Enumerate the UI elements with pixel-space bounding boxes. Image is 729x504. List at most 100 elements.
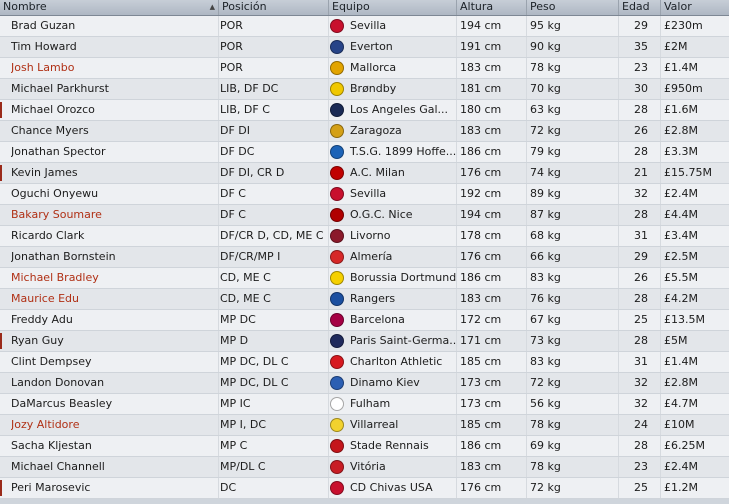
column-header-team[interactable]: Equipo xyxy=(328,0,456,15)
column-divider xyxy=(218,58,219,78)
table-row[interactable]: Ryan Guy MP D Paris Saint-Germa... 171 cm 73… xyxy=(0,331,729,352)
player-position: LIB, DF DC xyxy=(220,82,279,95)
player-age: 28 xyxy=(634,145,648,158)
column-header-height[interactable]: Altura xyxy=(456,0,526,15)
player-team[interactable]: Charlton Athletic xyxy=(330,352,456,372)
player-name[interactable]: Jonathan Spector xyxy=(11,145,106,158)
player-age: 25 xyxy=(634,481,648,494)
team-crest-icon xyxy=(330,376,344,390)
table-row[interactable]: Michael Orozco LIB, DF C Los Angeles Gal..… xyxy=(0,100,729,121)
table-row[interactable]: Maurice Edu CD, ME C Rangers 183 cm 76 kg 28 £… xyxy=(0,289,729,310)
player-name[interactable]: Jozy Altidore xyxy=(11,418,80,431)
player-name[interactable]: Sacha Kljestan xyxy=(11,439,92,452)
player-team[interactable]: T.S.G. 1899 Hoffe... xyxy=(330,142,456,162)
table-row[interactable]: Bakary Soumare DF C O.G.C. Nice 194 cm 87 kg… xyxy=(0,205,729,226)
table-row[interactable]: Sacha Kljestan MP C Stade Rennais 186 cm 69 … xyxy=(0,436,729,457)
player-team[interactable]: Paris Saint-Germa... xyxy=(330,331,456,351)
player-name[interactable]: Tim Howard xyxy=(11,40,77,53)
column-header-value[interactable]: Valor xyxy=(660,0,729,15)
table-row[interactable]: Clint Dempsey MP DC, DL C Charlton Athleti… xyxy=(0,352,729,373)
table-row[interactable]: Jonathan Bornstein DF/CR/MP I Almería 176 c… xyxy=(0,247,729,268)
player-team[interactable]: Sevilla xyxy=(330,184,456,204)
player-name[interactable]: Jonathan Bornstein xyxy=(11,250,116,263)
table-row[interactable]: Peri Marosevic DC CD Chivas USA 176 cm 72 kg… xyxy=(0,478,729,499)
table-row[interactable]: Landon Donovan MP DC, DL C Dinamo Kiev 173 … xyxy=(0,373,729,394)
player-name[interactable]: Peri Marosevic xyxy=(11,481,91,494)
player-team[interactable]: Dinamo Kiev xyxy=(330,373,456,393)
player-team[interactable]: Almería xyxy=(330,247,456,267)
player-team[interactable]: Mallorca xyxy=(330,58,456,78)
table-row[interactable]: Michael Parkhurst LIB, DF DC Brøndby 181 cm… xyxy=(0,79,729,100)
player-name[interactable]: Michael Channell xyxy=(11,460,105,473)
player-team[interactable]: Vitória xyxy=(330,457,456,477)
player-name[interactable]: Oguchi Onyewu xyxy=(11,187,99,200)
player-name[interactable]: Michael Parkhurst xyxy=(11,82,109,95)
player-name[interactable]: Bakary Soumare xyxy=(11,208,102,221)
player-age: 31 xyxy=(634,355,648,368)
player-team[interactable]: Zaragoza xyxy=(330,121,456,141)
player-team[interactable]: Brøndby xyxy=(330,79,456,99)
player-name[interactable]: Kevin James xyxy=(11,166,78,179)
column-divider xyxy=(618,373,619,393)
table-row[interactable]: Michael Channell MP/DL C Vitória 183 cm 78 k… xyxy=(0,457,729,478)
column-header-name[interactable]: Nombre ▲ xyxy=(0,0,218,15)
player-team[interactable]: Los Angeles Gal... xyxy=(330,100,456,120)
player-team[interactable]: Livorno xyxy=(330,226,456,246)
player-team[interactable]: Borussia Dortmund xyxy=(330,268,456,288)
player-height: 178 cm xyxy=(460,229,502,242)
team-crest-icon xyxy=(330,250,344,264)
player-value: £1.4M xyxy=(664,61,698,74)
player-name[interactable]: Ryan Guy xyxy=(11,334,64,347)
column-header-weight[interactable]: Peso xyxy=(526,0,618,15)
column-divider xyxy=(660,58,661,78)
column-header-age[interactable]: Edad xyxy=(618,0,660,15)
team-crest-icon xyxy=(330,439,344,453)
player-name[interactable]: Landon Donovan xyxy=(11,376,105,389)
table-row[interactable]: Jonathan Spector DF DC T.S.G. 1899 Hoffe..… xyxy=(0,142,729,163)
player-team[interactable]: Rangers xyxy=(330,289,456,309)
player-name[interactable]: Chance Myers xyxy=(11,124,89,137)
player-name[interactable]: Clint Dempsey xyxy=(11,355,92,368)
player-name[interactable]: Michael Bradley xyxy=(11,271,99,284)
table-row[interactable]: Ricardo Clark DF/CR D, CD, ME C Livorno 178… xyxy=(0,226,729,247)
player-name[interactable]: Ricardo Clark xyxy=(11,229,85,242)
player-position: LIB, DF C xyxy=(220,103,270,116)
table-row[interactable]: Oguchi Onyewu DF C Sevilla 192 cm 89 kg 32 £2.… xyxy=(0,184,729,205)
player-name[interactable]: Brad Guzan xyxy=(11,19,76,32)
player-team[interactable]: Everton xyxy=(330,37,456,57)
player-name[interactable]: Freddy Adu xyxy=(11,313,73,326)
player-name[interactable]: Josh Lambo xyxy=(11,61,75,74)
table-row[interactable]: Brad Guzan POR Sevilla 194 cm 95 kg 29 £230m xyxy=(0,16,729,37)
table-row[interactable]: Michael Bradley CD, ME C Borussia Dortmund… xyxy=(0,268,729,289)
player-team[interactable]: O.G.C. Nice xyxy=(330,205,456,225)
player-name[interactable]: Michael Orozco xyxy=(11,103,95,116)
player-name[interactable]: Maurice Edu xyxy=(11,292,79,305)
player-team[interactable]: Villarreal xyxy=(330,415,456,435)
player-name[interactable]: DaMarcus Beasley xyxy=(11,397,113,410)
player-height: 171 cm xyxy=(460,334,502,347)
column-divider xyxy=(328,352,329,372)
column-header-value-label: Valor xyxy=(664,0,692,13)
row-marker xyxy=(0,165,2,181)
player-team[interactable]: Fulham xyxy=(330,394,456,414)
column-divider xyxy=(618,268,619,288)
table-row[interactable]: Tim Howard POR Everton 191 cm 90 kg 35 £2M xyxy=(0,37,729,58)
table-row[interactable]: Freddy Adu MP DC Barcelona 172 cm 67 kg 25 £13… xyxy=(0,310,729,331)
player-team[interactable]: Sevilla xyxy=(330,16,456,36)
table-row[interactable]: Jozy Altidore MP I, DC Villarreal 185 cm 78 … xyxy=(0,415,729,436)
player-height: 183 cm xyxy=(460,61,502,74)
player-team[interactable]: Stade Rennais xyxy=(330,436,456,456)
player-team[interactable]: Barcelona xyxy=(330,310,456,330)
table-row[interactable]: Kevin James DF DI, CR D A.C. Milan 176 cm 74… xyxy=(0,163,729,184)
column-divider xyxy=(456,310,457,330)
column-divider xyxy=(456,226,457,246)
column-header-position[interactable]: Posición xyxy=(218,0,328,15)
player-team[interactable]: A.C. Milan xyxy=(330,163,456,183)
table-row[interactable]: Chance Myers DF DI Zaragoza 183 cm 72 kg 26 £2… xyxy=(0,121,729,142)
table-row[interactable]: Josh Lambo POR Mallorca 183 cm 78 kg 23 £1.4M xyxy=(0,58,729,79)
table-row[interactable]: DaMarcus Beasley MP IC Fulham 173 cm 56 kg 32… xyxy=(0,394,729,415)
player-team[interactable]: CD Chivas USA xyxy=(330,478,456,498)
player-weight: 78 kg xyxy=(530,61,561,74)
team-crest-icon xyxy=(330,145,344,159)
player-value: £6.25M xyxy=(664,439,705,452)
